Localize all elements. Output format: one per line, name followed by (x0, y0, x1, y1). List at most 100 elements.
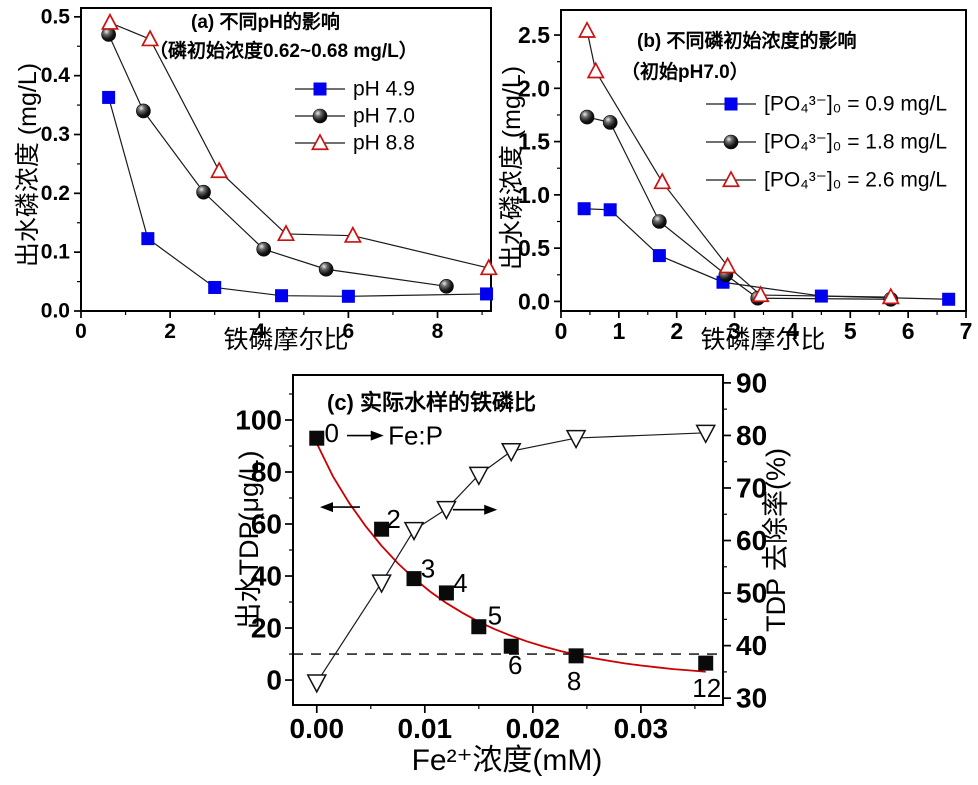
data-point-filled-square (406, 571, 422, 587)
x-tick-label: 4 (786, 318, 799, 344)
annotation-arrow-head (484, 504, 498, 515)
series-pH-8.8 (100, 12, 498, 276)
y-tick-label: 0.5 (518, 235, 550, 261)
point-label: 6 (508, 650, 522, 680)
panel-title: （磷初始浓度0.62~0.68 mg/L） (149, 39, 418, 62)
x-tick-label: 6 (902, 318, 915, 344)
data-point-sphere (602, 115, 618, 130)
x-tick-label: 0.01 (398, 713, 453, 744)
plot-frame (80, 7, 492, 312)
data-point-open-triangle (343, 225, 362, 243)
data-point-sphere (579, 109, 595, 125)
data-point-open-triangle (881, 287, 900, 305)
data-point-square (652, 249, 666, 263)
data-point-filled-square (309, 430, 325, 446)
data-point-open-down-triangle (306, 674, 328, 694)
data-point-filled-square (471, 619, 487, 635)
data-point-square (814, 289, 828, 303)
x-tick-label: 5 (844, 318, 857, 344)
series-line (108, 34, 447, 287)
data-point-open-triangle (721, 170, 741, 188)
data-point-sphere (439, 278, 454, 294)
chart-panel-a: 0 2 4 6 8 0.0 0.1 0.2 0.3 0.4 0.5 pH 4.9 pH 7.0 pH 8.… (14, 5, 498, 354)
legend-label: pH 7.0 (353, 105, 415, 128)
data-point-open-triangle (578, 20, 597, 38)
data-point-square (275, 289, 289, 303)
y-tick-label: 0.1 (41, 241, 71, 264)
y-axis-label: 出水磷浓度 (mg/L) (498, 66, 526, 270)
point-label: 12 (692, 673, 721, 703)
data-point-filled-square (698, 655, 714, 671)
data-point-open-down-triangle (695, 424, 716, 444)
y-tick-label: 40 (251, 561, 282, 592)
legend-label: pH 8.8 (353, 132, 415, 155)
data-point-square (208, 280, 222, 294)
series-line (109, 22, 489, 269)
data-point-open-down-triangle (371, 574, 392, 594)
data-point-open-triangle (586, 61, 605, 79)
panel-title: （初始pH7.0） (621, 60, 749, 83)
y-tick-label: 0.3 (41, 123, 70, 146)
legend-label: [PO₄³⁻]₀ = 1.8 mg/L (764, 131, 947, 154)
y-axis-label: 出水TDP(μg/L) (234, 450, 264, 629)
series-TDP去除率 (306, 424, 716, 694)
chart-panel-b: 0 1 2 3 4 5 6 7 0.0 0.5 1.0 1.5 2.0 2.5 [PO₄³⁻]₀ = 0.9… (498, 9, 973, 354)
y-tick-label: 0.4 (41, 64, 71, 87)
x-axis-label: 铁磷摩尔比 (700, 326, 825, 354)
point-label: 8 (567, 666, 581, 696)
y2-axis-label: TDP 去除率(%) (761, 448, 791, 632)
y-tick-label: 100 (235, 404, 282, 435)
x-axis-label: Fe²⁺浓度(mM) (412, 744, 603, 777)
data-point-open-triangle (751, 285, 770, 303)
legend: [PO₄³⁻]₀ = 0.9 mg/L [PO₄³⁻]₀ = 1.8 mg/L [P… (706, 93, 947, 192)
legend-label: [PO₄³⁻]₀ = 0.9 mg/L (764, 93, 947, 116)
y-tick-label: 1.0 (518, 182, 550, 208)
y2-tick-label: 50 (736, 578, 767, 609)
series-出水TDP: 0 23 456 8 12 (309, 418, 721, 703)
data-point-sphere (196, 184, 211, 200)
data-point-open-down-triangle (403, 521, 425, 542)
fit-curve (315, 442, 706, 673)
x-tick-label: 2 (164, 320, 176, 343)
y2-tick-label: 70 (736, 472, 767, 503)
y-tick-label: 0.0 (41, 300, 70, 323)
y-tick-label: 20 (251, 613, 282, 644)
series--PO-2.6-mg-L (578, 20, 900, 305)
series-pH-7.0 (101, 27, 454, 294)
y2-tick-label: 80 (736, 420, 767, 451)
data-point-square (480, 287, 494, 301)
y-tick-label: 1.5 (518, 129, 550, 155)
legend-label: [PO₄³⁻]₀ = 2.6 mg/L (764, 169, 947, 192)
data-point-open-down-triangle (500, 443, 522, 463)
legend-label: pH 4.9 (353, 78, 415, 101)
x-tick-label: 8 (432, 320, 444, 343)
data-point-square (313, 82, 327, 96)
y2-tick-label: 40 (736, 630, 767, 661)
series--PO-0.9-mg-L (577, 202, 956, 306)
data-point-square (603, 203, 617, 217)
y-tick-label: 0 (266, 665, 282, 696)
series-line (108, 97, 487, 297)
panel-title: (b) 不同磷初始浓度的影响 (637, 29, 857, 52)
data-point-open-triangle (141, 29, 160, 47)
y-tick-label: 80 (251, 456, 282, 487)
data-point-sphere (256, 241, 272, 257)
x-tick-label: 7 (960, 318, 973, 344)
data-point-square (102, 90, 116, 104)
data-point-open-triangle (100, 12, 119, 30)
y-tick-label: 0.5 (41, 5, 71, 28)
data-point-open-triangle (718, 256, 737, 274)
data-point-sphere (136, 103, 151, 119)
data-point-square (577, 202, 591, 216)
data-point-square (141, 232, 155, 246)
data-point-filled-square (503, 638, 519, 654)
x-tick-label: 0.03 (614, 713, 669, 744)
data-point-filled-square (438, 585, 454, 601)
plot-frame (560, 9, 967, 312)
data-point-open-triangle (276, 224, 296, 242)
x-tick-label: 0 (555, 318, 568, 344)
data-point-sphere (723, 134, 739, 150)
y2-tick-label: 90 (736, 367, 767, 398)
series-line (584, 208, 949, 300)
